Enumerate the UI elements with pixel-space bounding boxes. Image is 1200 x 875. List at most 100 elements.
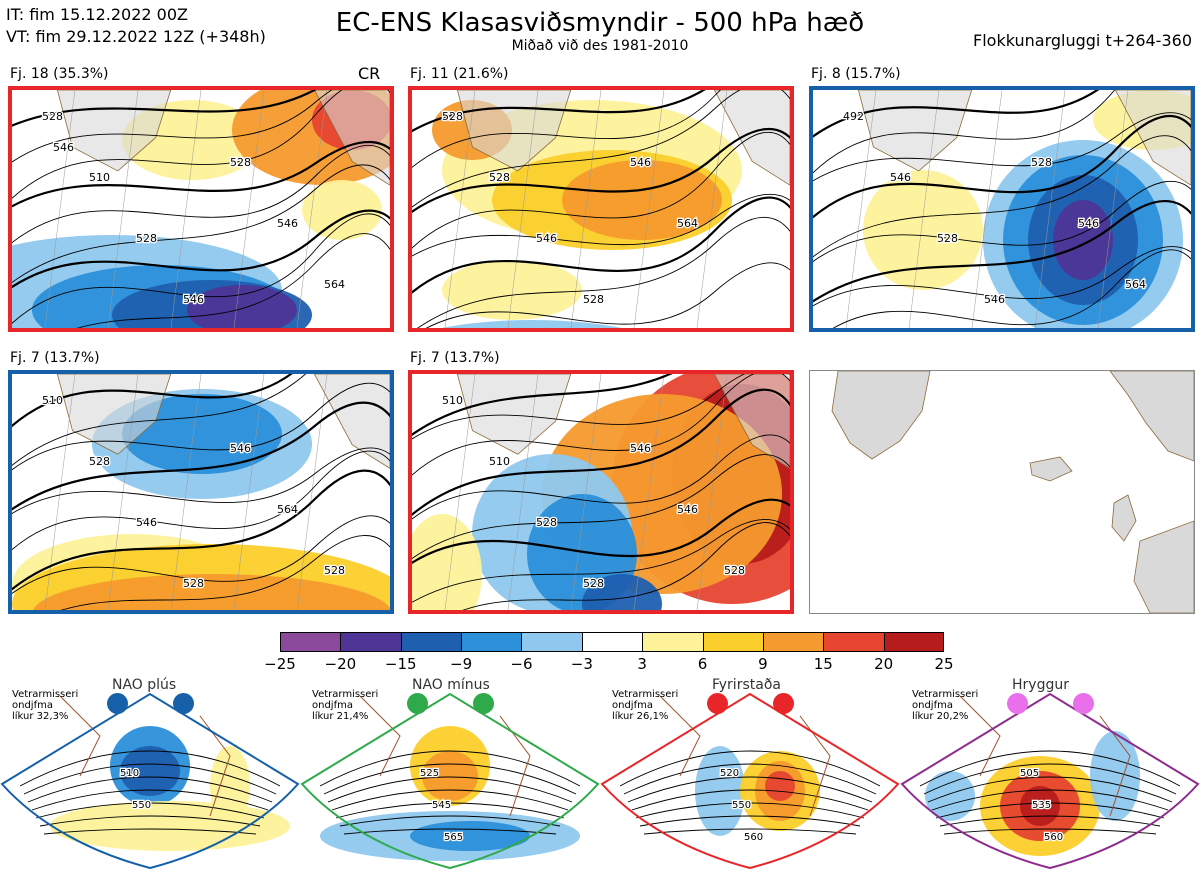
- regime-name: Hryggur: [1012, 677, 1069, 693]
- graticule-line: [1034, 90, 1066, 328]
- cluster-map: 528 528 546 528 546 564: [412, 90, 790, 328]
- height-contour: [813, 90, 1100, 138]
- graticule-line: [633, 374, 665, 610]
- contour-label: 528: [489, 171, 510, 184]
- regime-panel: 520 550 560: [600, 676, 900, 871]
- cluster-panel: 528 528 546 528 546 564: [408, 86, 794, 332]
- height-contour: [12, 382, 390, 471]
- height-contour: [412, 519, 790, 603]
- panel-label: Fj. 8 (15.7%): [811, 66, 901, 82]
- height-contour: [412, 388, 790, 517]
- contour-label: 546: [230, 442, 251, 455]
- regime-contour-label: 565: [444, 832, 463, 843]
- graticule-line: [570, 374, 602, 610]
- land-scandinavia: [1109, 371, 1194, 462]
- regime-contour-label: 550: [132, 800, 151, 811]
- regime-anomaly-area: [410, 821, 530, 851]
- height-contour: [12, 164, 390, 284]
- height-contour: [412, 374, 790, 476]
- regime-anomaly-area: [50, 801, 290, 851]
- cluster-panel: 492 546 528 546 528 546 564: [809, 86, 1195, 332]
- regime-dot: [707, 693, 728, 714]
- graticule-line: [44, 374, 76, 610]
- colorbar-tick-label: −25: [264, 655, 296, 673]
- regime-contour: [643, 828, 857, 835]
- colorbar-swatch: [461, 632, 522, 652]
- contour-label: 546: [630, 156, 651, 169]
- graticule-line: [170, 374, 202, 610]
- contour-label: 546: [630, 442, 651, 455]
- regime-map: 505 535 560: [900, 692, 1200, 870]
- regime-contour: [331, 789, 569, 811]
- colorbar-swatch: [581, 632, 643, 652]
- regime-contour: [919, 750, 1181, 787]
- regime-contour: [927, 776, 1173, 803]
- regime-map: 525 545 565: [300, 692, 600, 870]
- graticule-line: [971, 90, 1003, 328]
- contour-label: 546: [677, 503, 698, 516]
- panel-label: Fj. 18 (35.3%): [10, 66, 109, 82]
- land-scandinavia: [713, 374, 790, 469]
- contour-label: 492: [843, 110, 864, 123]
- height-contour: [412, 454, 790, 560]
- classification-window: Flokkunargluggi t+264-360: [973, 31, 1192, 50]
- regime-contour: [943, 828, 1157, 835]
- height-contour: [412, 90, 722, 169]
- anomaly-area: [187, 285, 297, 328]
- regime-outline: [300, 692, 600, 870]
- regime-contour: [639, 815, 861, 827]
- regime-contour: [39, 815, 261, 827]
- regime-contour-label: 560: [1044, 832, 1063, 843]
- regime-anomaly-area: [765, 771, 795, 801]
- graticule-line: [845, 90, 877, 328]
- land-europe: [1133, 520, 1194, 613]
- height-contour: [813, 180, 1191, 263]
- colorbar-tick-label: 9: [758, 655, 768, 673]
- cluster-panel: 510 528 546 528 546 564 528: [8, 370, 394, 614]
- height-contour: [412, 90, 790, 208]
- contour-label: 546: [53, 141, 74, 154]
- colorbar-swatch: [400, 632, 462, 652]
- colorbar-swatch: [280, 632, 341, 652]
- regime-contour: [35, 802, 265, 819]
- regime-contour-label: 545: [432, 800, 451, 811]
- regime-panel: 505 535 560: [900, 676, 1200, 871]
- regime-name: NAO plús: [112, 677, 177, 693]
- regime-anomaly-area: [120, 746, 180, 796]
- colorbar-tick-label: 20: [874, 655, 894, 673]
- regime-contour: [43, 828, 257, 835]
- contour-label: 528: [583, 293, 604, 306]
- init-time: IT: fim 15.12.2022 00Z: [6, 5, 188, 24]
- graticule-line: [170, 90, 202, 328]
- contour-label: 564: [277, 503, 298, 516]
- colorbar-swatch: [340, 632, 401, 652]
- regime-coastline: [959, 695, 1001, 777]
- contour-label: 546: [890, 171, 911, 184]
- regime-coastline: [659, 695, 701, 777]
- regime-contour: [931, 789, 1169, 811]
- graticule-line: [444, 90, 476, 328]
- regime-dot: [173, 693, 194, 714]
- height-contour: [832, 249, 1191, 328]
- height-contour: [12, 447, 390, 515]
- contour-label: 528: [89, 455, 110, 468]
- contour-label: 528: [230, 156, 251, 169]
- colorbar-tick-label: −3: [570, 655, 593, 673]
- height-contour: [12, 90, 317, 127]
- regime-panel: 525 545 565: [300, 676, 600, 871]
- height-contour: [813, 112, 1191, 182]
- height-contour: [12, 140, 390, 208]
- graticule-line: [233, 90, 265, 328]
- regime-anomaly-area: [422, 751, 478, 801]
- regime-map: 510 550: [0, 692, 300, 870]
- land-greenland: [857, 90, 973, 172]
- height-contour: [12, 90, 390, 200]
- regime-likelihood-text: Vetrarmisseri ondjfma líkur 20,2%: [912, 689, 979, 722]
- colorbar-swatch: [702, 632, 763, 652]
- regime-outline: [0, 692, 300, 870]
- regime-contour-label: 505: [1020, 768, 1039, 779]
- height-contour: [76, 233, 390, 328]
- header-left: IT: fim 15.12.2022 00Z VT: fim 29.12.202…: [6, 4, 266, 48]
- height-contour: [426, 262, 790, 328]
- height-contour: [813, 200, 1191, 303]
